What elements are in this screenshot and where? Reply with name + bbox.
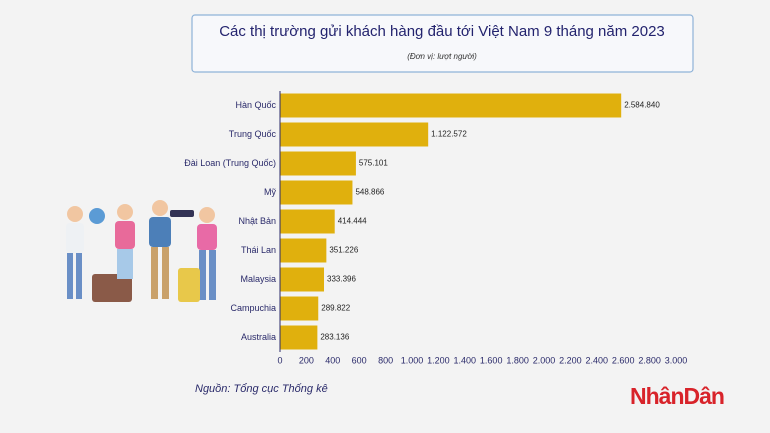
travelers-illustration (66, 200, 217, 302)
value-label: 575.101 (359, 159, 388, 168)
y-tick-label: Mỹ (264, 187, 276, 197)
bar (280, 267, 325, 292)
y-tick-label: Campuchia (230, 303, 276, 313)
x-tick-label: 0 (277, 355, 282, 365)
x-tick-label: 2.600 (612, 355, 635, 365)
bar (280, 180, 353, 205)
bar (280, 296, 319, 321)
x-tick-label: 3.000 (665, 355, 688, 365)
value-label: 1.122.572 (431, 130, 467, 139)
y-tick-label: Nhật Bản (238, 216, 276, 226)
x-tick-label: 1.800 (506, 355, 529, 365)
y-tick-label: Trung Quốc (229, 129, 277, 139)
value-label: 548.866 (355, 188, 384, 197)
x-tick-label: 400 (325, 355, 340, 365)
y-tick-label: Đài Loan (Trung Quốc) (184, 158, 276, 168)
y-tick-label: Thái Lan (241, 245, 276, 255)
bar (280, 325, 318, 350)
x-tick-label: 600 (352, 355, 367, 365)
x-tick-label: 2.200 (559, 355, 582, 365)
x-tick-label: 2.400 (586, 355, 609, 365)
title-box (191, 14, 694, 73)
value-label: 351.226 (329, 246, 358, 255)
value-label: 289.822 (321, 304, 350, 313)
x-tick-label: 1.000 (401, 355, 424, 365)
y-tick-label: Hàn Quốc (235, 100, 276, 110)
chart-subtitle: (Đơn vị: lượt người) (407, 52, 477, 61)
x-tick-label: 1.400 (454, 355, 477, 365)
bar (280, 238, 327, 263)
x-tick-label: 200 (299, 355, 314, 365)
value-label: 333.396 (327, 275, 356, 284)
value-label: 2.584.840 (624, 101, 660, 110)
value-label: 414.444 (338, 217, 367, 226)
x-tick-label: 1.200 (427, 355, 450, 365)
x-tick-label: 800 (378, 355, 393, 365)
bar (280, 93, 622, 118)
x-tick-label: 2.000 (533, 355, 556, 365)
source: Nguồn: Tổng cục Thống kê (195, 383, 328, 395)
bar (280, 122, 429, 147)
bar (280, 151, 356, 176)
bar (280, 209, 335, 234)
x-tick-label: 2.800 (638, 355, 661, 365)
y-tick-label: Australia (241, 332, 276, 342)
logo: NhânDân (630, 383, 724, 409)
value-label: 283.136 (320, 333, 349, 342)
chart-title: Các thị trường gửi khách hàng đầu tới Vi… (219, 23, 665, 40)
y-tick-label: Malaysia (240, 274, 276, 284)
x-tick-label: 1.600 (480, 355, 503, 365)
